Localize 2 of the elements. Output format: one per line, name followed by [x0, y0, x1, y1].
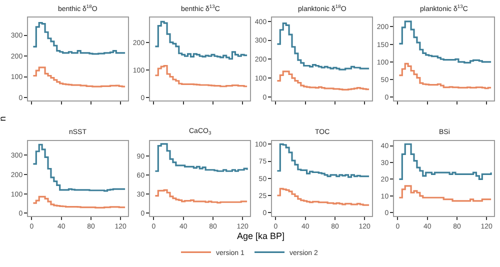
y-axis-title: n — [0, 116, 8, 122]
x-axis-title: Age [ka BP] — [237, 231, 285, 241]
